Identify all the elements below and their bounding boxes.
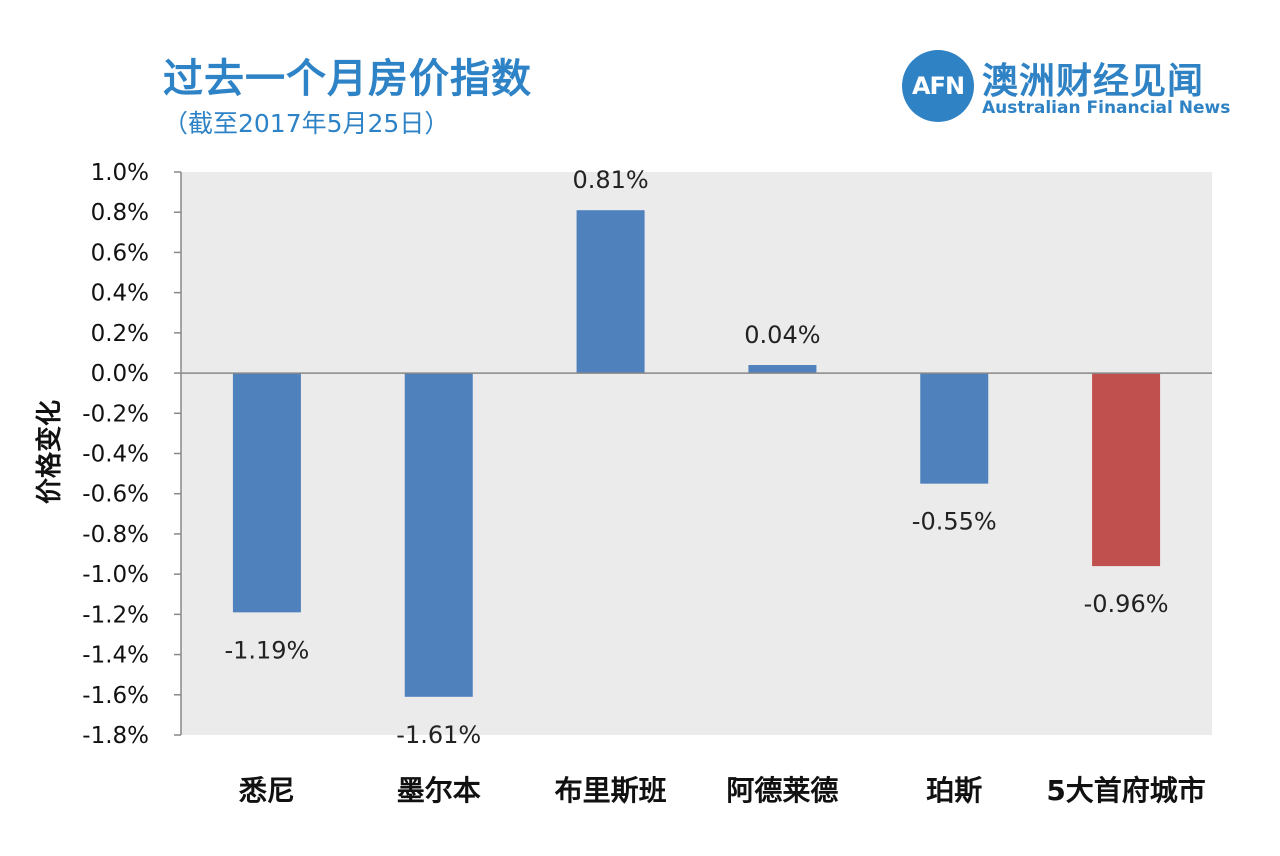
x-category-label: 5大首府城市 [1046, 774, 1205, 807]
y-tick-label: -1.4% [82, 643, 149, 669]
data-label: -0.96% [1084, 590, 1169, 618]
y-tick-label: -0.6% [82, 482, 149, 508]
bar [576, 210, 645, 374]
data-label: -1.61% [396, 721, 481, 749]
data-label: 0.81% [572, 166, 648, 194]
data-label: 0.04% [744, 321, 820, 349]
afn-logo-icon: AFN [902, 50, 974, 122]
y-axis-label: 价格变化 [34, 400, 65, 504]
y-tick-label: 1.0% [91, 160, 149, 186]
logo-name-cn: 澳洲财经见闻 [982, 61, 1205, 102]
y-tick-label: -1.8% [82, 723, 149, 749]
y-tick-label: 0.0% [91, 361, 149, 387]
x-category-label: 阿德莱德 [726, 774, 838, 807]
y-tick-label: -1.2% [82, 602, 149, 628]
x-category-label: 悉尼 [239, 774, 295, 807]
x-category-label: 墨尔本 [397, 774, 481, 807]
chart-subtitle: （截至2017年5月25日） [163, 109, 450, 138]
bar [1092, 373, 1161, 567]
data-label: -0.55% [912, 508, 997, 536]
y-tick-label: 0.8% [91, 200, 149, 226]
y-tick-label: -0.2% [82, 401, 149, 427]
bar [748, 365, 817, 374]
y-tick-label: 0.6% [91, 240, 149, 266]
bar [920, 373, 989, 484]
data-label: -1.19% [224, 636, 309, 664]
chart-title: 过去一个月房价指数 [163, 56, 532, 102]
y-tick-label: 0.2% [91, 321, 149, 347]
x-category-label: 珀斯 [926, 774, 982, 807]
y-tick-label: -0.8% [82, 522, 149, 548]
bar [404, 373, 473, 697]
plot-area [181, 172, 1212, 735]
y-tick-label: -1.0% [82, 562, 149, 588]
y-tick-label: 0.4% [91, 281, 149, 307]
logo-name-en: Australian Financial News [982, 98, 1231, 118]
afn-logo: AFN 澳洲财经见闻 Australian Financial News [902, 48, 1230, 128]
y-tick-label: -0.4% [82, 442, 149, 468]
bar [232, 373, 301, 613]
y-tick-label: -1.6% [82, 683, 149, 709]
x-category-label: 布里斯班 [555, 774, 667, 807]
